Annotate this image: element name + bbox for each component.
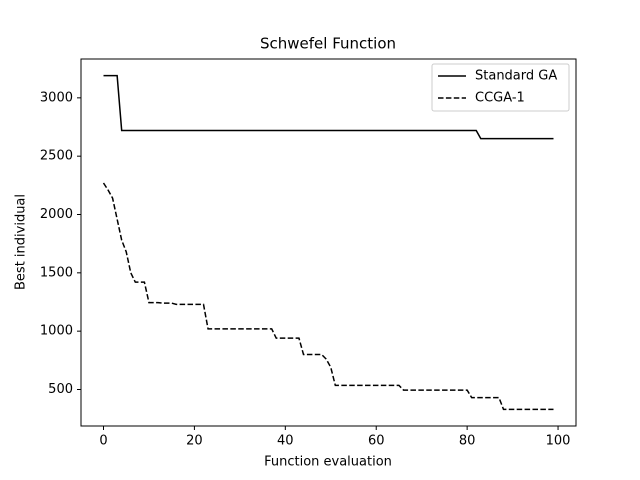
legend-box xyxy=(431,63,570,112)
x-axis-label: Function evaluation xyxy=(264,455,392,470)
series-line xyxy=(102,182,554,411)
y-tick-label: 2500 xyxy=(40,149,73,164)
y-tick-label: 1500 xyxy=(40,265,73,280)
chart-title: Schwefel Function xyxy=(260,35,396,53)
y-tick-label: 500 xyxy=(48,382,73,397)
legend-label: Standard GA xyxy=(475,69,557,84)
x-tick-label: 60 xyxy=(368,434,385,449)
x-tick-label: 20 xyxy=(186,434,203,449)
plot-frame xyxy=(80,58,577,427)
y-tick-label: 3000 xyxy=(40,90,73,105)
series-line xyxy=(103,74,554,140)
y-tick-label: 1000 xyxy=(40,324,73,339)
x-tick-label: 80 xyxy=(459,434,476,449)
x-tick-label: 100 xyxy=(546,434,571,449)
x-tick-label: 0 xyxy=(99,434,107,449)
y-axis-label: Best individual xyxy=(14,194,29,290)
legend-label: CCGA-1 xyxy=(475,91,525,106)
y-tick-label: 2000 xyxy=(40,207,73,222)
x-tick-label: 40 xyxy=(277,434,294,449)
